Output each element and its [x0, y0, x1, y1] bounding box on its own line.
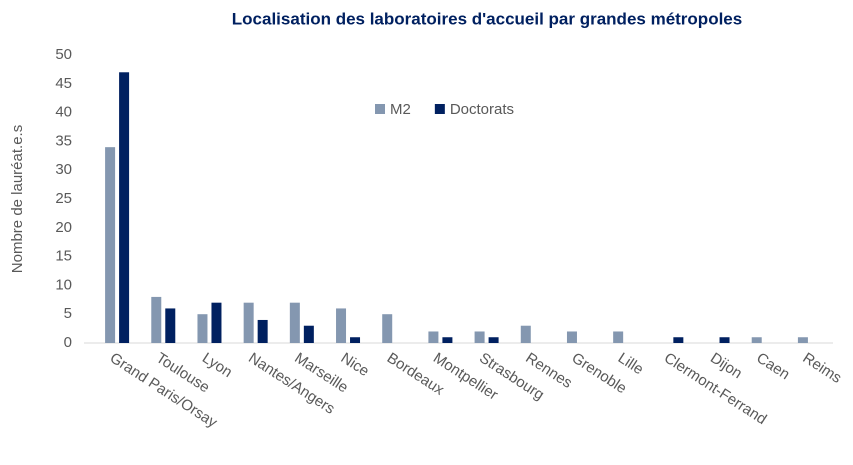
x-tick-label: Caen	[753, 349, 792, 383]
bar	[382, 314, 393, 343]
x-tick-label: Lille	[615, 349, 647, 378]
x-tick-label: Nice	[338, 349, 372, 380]
bar	[197, 314, 208, 343]
bar	[211, 302, 222, 343]
bar	[303, 325, 314, 343]
bar	[257, 319, 268, 343]
x-tick-label: Reims	[800, 349, 845, 386]
bar	[474, 331, 485, 343]
y-tick-label: 45	[55, 75, 72, 92]
y-axis-label: Nombre de lauréat.e.s	[9, 125, 26, 273]
bar	[613, 331, 624, 343]
bar	[442, 337, 453, 343]
y-tick-label: 30	[55, 161, 72, 178]
y-tick-label: 0	[64, 334, 72, 351]
chart-title: Localisation des laboratoires d'accueil …	[232, 9, 742, 28]
legend-swatch	[434, 104, 445, 114]
bar	[673, 337, 684, 343]
bar	[105, 147, 116, 343]
y-tick-label: 40	[55, 104, 72, 121]
bar	[428, 331, 439, 343]
bar	[289, 302, 300, 343]
bar	[119, 72, 130, 343]
bar	[165, 308, 176, 343]
y-tick-label: 15	[55, 248, 72, 265]
bar	[751, 337, 762, 343]
legend-swatch	[375, 104, 385, 114]
legend-label: Doctorats	[450, 101, 514, 118]
y-tick-label: 35	[55, 132, 72, 149]
bar	[336, 308, 347, 343]
bar	[797, 337, 808, 343]
bar	[350, 337, 361, 343]
bar	[243, 302, 254, 343]
bar	[520, 325, 531, 343]
bar	[488, 337, 499, 343]
y-tick-label: 10	[55, 276, 72, 293]
y-tick-label: 25	[55, 190, 72, 207]
y-tick-label: 50	[55, 46, 72, 63]
bar	[151, 296, 162, 343]
y-tick-label: 5	[64, 305, 72, 322]
y-tick-label: 20	[55, 219, 72, 236]
bar	[566, 331, 577, 343]
legend-label: M2	[390, 101, 411, 118]
bar	[719, 337, 730, 343]
